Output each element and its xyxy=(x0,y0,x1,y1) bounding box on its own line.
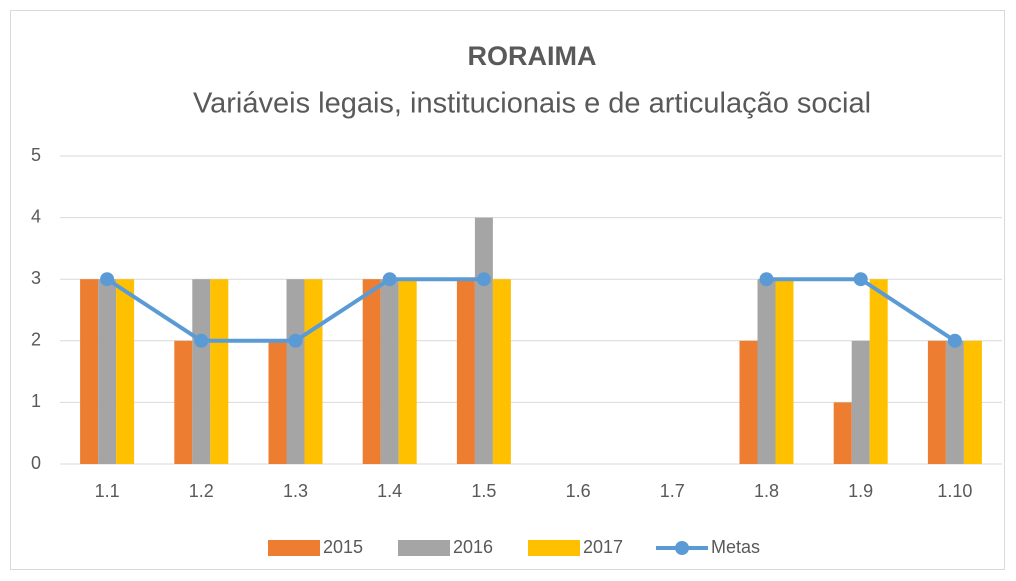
bar xyxy=(757,279,776,464)
y-tick-label: 5 xyxy=(31,145,41,165)
y-tick-label: 3 xyxy=(31,268,41,288)
marker xyxy=(100,272,115,287)
legend-swatch xyxy=(268,540,320,556)
x-tick-label: 1.3 xyxy=(283,481,308,501)
x-tick-label: 1.9 xyxy=(848,481,873,501)
y-tick-label: 2 xyxy=(31,330,41,350)
bar xyxy=(474,217,493,464)
legend-label: Metas xyxy=(711,537,760,557)
legend-marker xyxy=(675,541,689,555)
marker xyxy=(759,272,774,287)
bar xyxy=(174,340,193,464)
bar xyxy=(210,279,229,464)
bar xyxy=(286,279,305,464)
marker xyxy=(382,272,397,287)
bar xyxy=(380,279,399,464)
marker xyxy=(194,333,209,348)
bar xyxy=(456,279,475,464)
bar xyxy=(492,279,511,464)
bar xyxy=(268,340,287,464)
legend-swatch xyxy=(528,540,580,556)
legend-label: 2016 xyxy=(453,537,493,557)
x-tick-label: 1.5 xyxy=(471,481,496,501)
y-tick-label: 0 xyxy=(31,453,41,473)
marker xyxy=(288,333,303,348)
marker xyxy=(476,272,491,287)
bar xyxy=(98,279,117,464)
marker xyxy=(947,333,962,348)
x-tick-label: 1.4 xyxy=(377,481,402,501)
bar xyxy=(80,279,99,464)
bar xyxy=(927,340,946,464)
bar xyxy=(739,340,758,464)
marker xyxy=(853,272,868,287)
bar xyxy=(362,279,381,464)
bar xyxy=(304,279,323,464)
x-tick-label: 1.8 xyxy=(754,481,779,501)
chart-title: RORAIMA xyxy=(468,41,597,71)
bar xyxy=(775,279,794,464)
bar xyxy=(116,279,135,464)
y-tick-label: 4 xyxy=(31,206,41,226)
bar xyxy=(945,340,964,464)
x-tick-label: 1.1 xyxy=(95,481,120,501)
bar xyxy=(398,279,417,464)
legend-label: 2017 xyxy=(583,537,623,557)
x-tick-label: 1.10 xyxy=(937,481,972,501)
chart-subtitle: Variáveis legais, institucionais e de ar… xyxy=(193,88,871,120)
legend-swatch xyxy=(398,540,450,556)
y-tick-label: 1 xyxy=(31,391,41,411)
bar xyxy=(833,402,852,464)
x-tick-label: 1.2 xyxy=(189,481,214,501)
legend-label: 2015 xyxy=(323,537,363,557)
bar xyxy=(192,279,211,464)
bar xyxy=(963,340,982,464)
x-tick-label: 1.7 xyxy=(660,481,685,501)
bar xyxy=(869,279,888,464)
bar xyxy=(851,340,870,464)
x-tick-label: 1.6 xyxy=(566,481,591,501)
